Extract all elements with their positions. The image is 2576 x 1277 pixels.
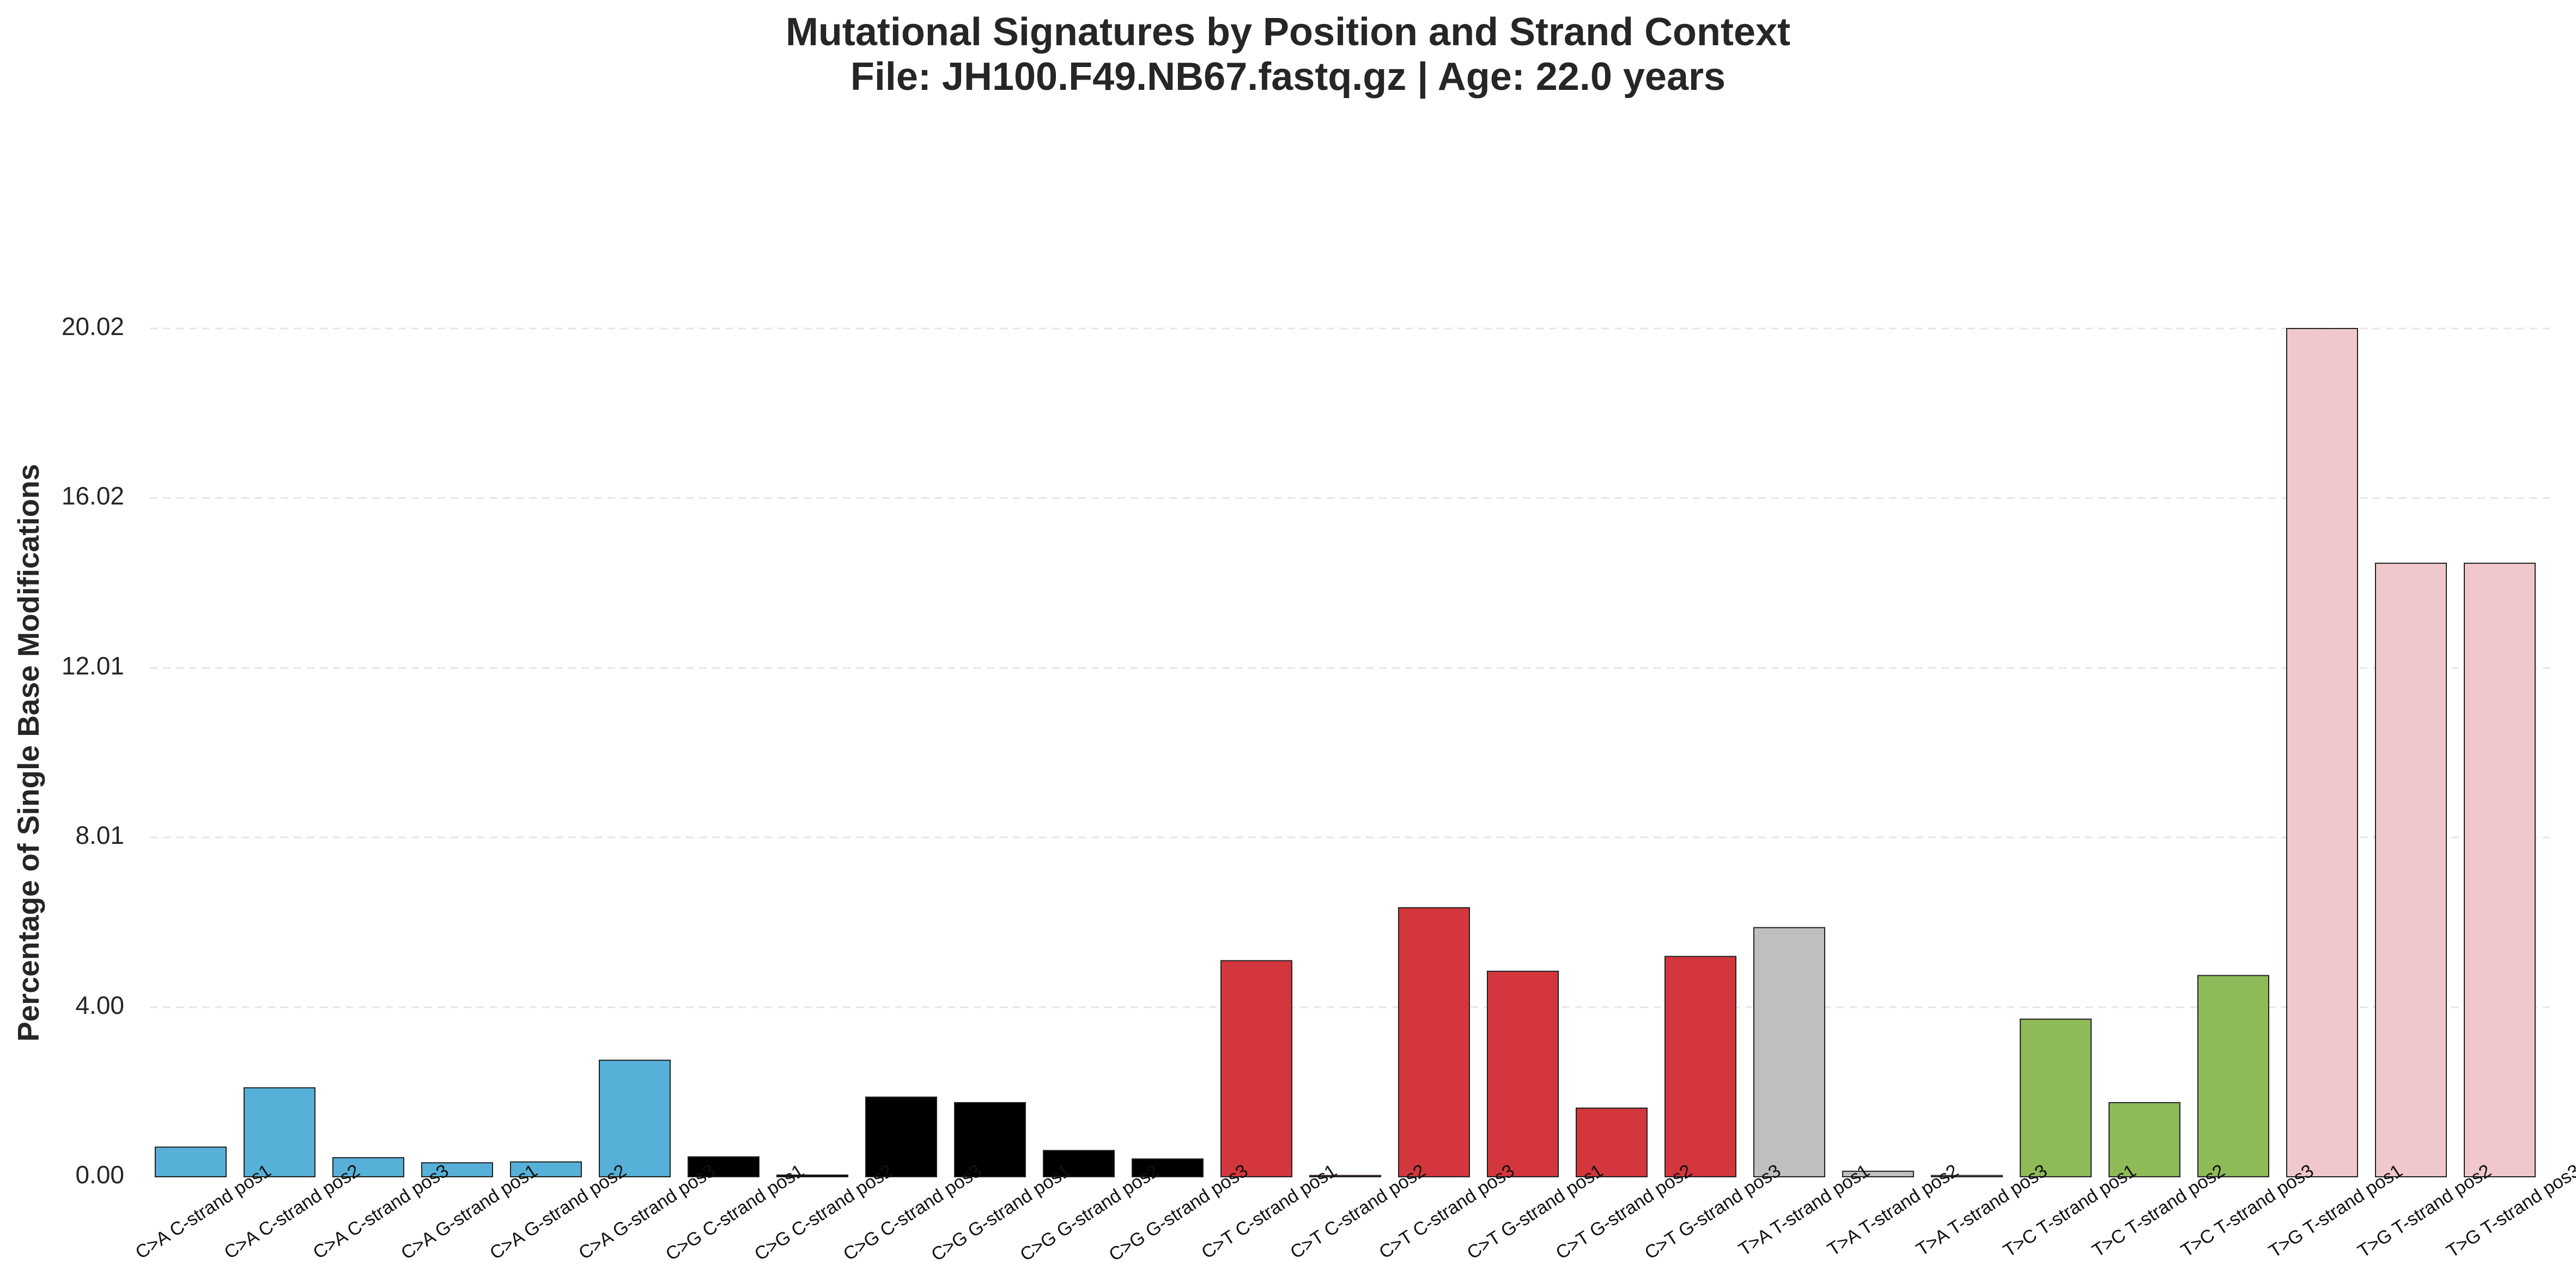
y-tick-label: 4.00 xyxy=(75,991,124,1019)
bar xyxy=(1842,1170,1914,1178)
bar xyxy=(1220,960,1292,1178)
bar xyxy=(332,1157,404,1177)
y-axis-ticks: 0.00 4.00 8.01 12.01 16.02 20.02 xyxy=(62,312,124,1189)
y-tick-label: 8.01 xyxy=(75,821,124,849)
y-tick-label: 12.01 xyxy=(62,652,124,680)
bar xyxy=(1398,907,1470,1177)
bar xyxy=(1132,1158,1204,1178)
bar xyxy=(865,1096,937,1177)
y-tick-label: 20.02 xyxy=(62,312,124,340)
bar xyxy=(2109,1102,2180,1177)
bar xyxy=(1576,1108,1648,1178)
bars xyxy=(155,328,2536,1178)
grid xyxy=(150,327,2550,1008)
bar xyxy=(776,1174,848,1178)
y-tick-label: 0.00 xyxy=(75,1160,124,1189)
bar xyxy=(421,1162,493,1178)
bar xyxy=(244,1087,315,1178)
bar xyxy=(2286,328,2358,1177)
bar xyxy=(155,1146,227,1177)
bar xyxy=(510,1161,582,1178)
chart-title: Mutational Signatures by Position and St… xyxy=(785,10,1791,54)
bar xyxy=(1309,1175,1381,1177)
bar xyxy=(2020,1018,2092,1177)
bar xyxy=(1043,1150,1115,1178)
bar xyxy=(1664,956,1736,1178)
bar xyxy=(1931,1175,2003,1177)
bar xyxy=(688,1156,760,1177)
bar xyxy=(2375,562,2447,1177)
bar xyxy=(599,1060,671,1177)
bar xyxy=(2197,975,2269,1177)
bar xyxy=(1487,970,1559,1177)
bar xyxy=(1753,927,1825,1178)
chart-subtitle: File: JH100.F49.NB67.fastq.gz | Age: 22.… xyxy=(850,55,1726,99)
bar xyxy=(2464,562,2536,1177)
bar xyxy=(954,1102,1026,1177)
y-tick-label: 16.02 xyxy=(62,482,124,510)
